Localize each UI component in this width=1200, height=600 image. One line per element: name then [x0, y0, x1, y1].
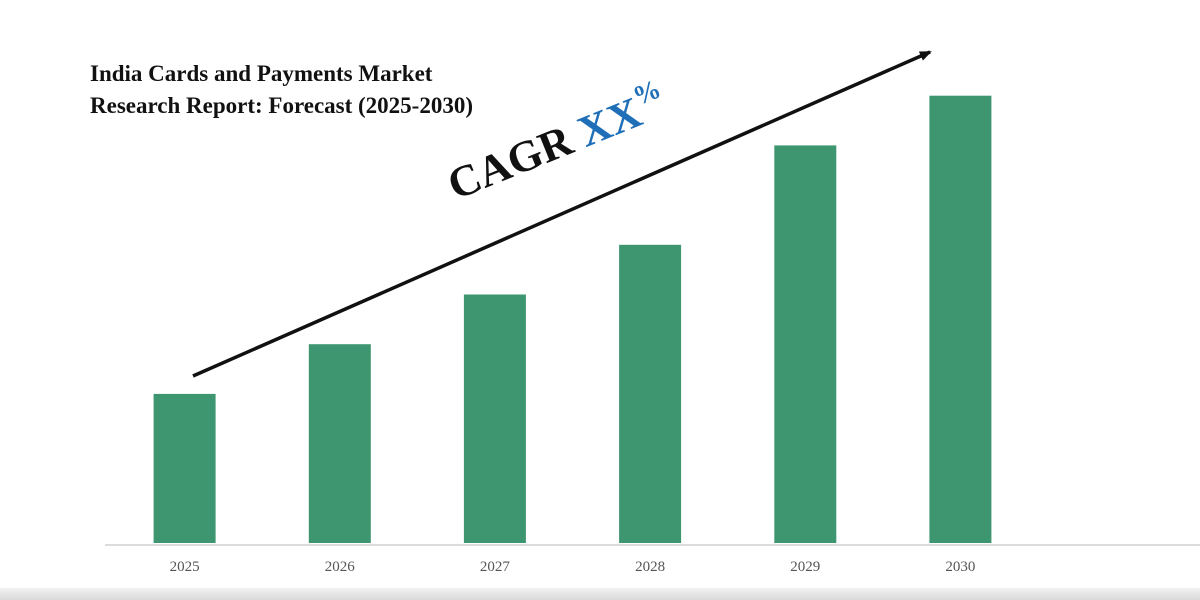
x-tick-label-2029: 2029	[790, 559, 820, 575]
chart-title-line-1: India Cards and Payments Market	[90, 61, 433, 86]
bar-2029	[774, 145, 837, 543]
bar-2025	[153, 393, 216, 543]
bar-2030	[929, 95, 992, 543]
bar-2026	[308, 344, 371, 543]
chart-title: India Cards and Payments Market Research…	[90, 58, 473, 122]
x-tick-label-2026: 2026	[325, 559, 356, 575]
x-tick-label-2028: 2028	[635, 559, 665, 575]
x-tick-label-2025: 2025	[170, 559, 200, 575]
x-tick-label-2030: 2030	[945, 559, 975, 575]
bar-2028	[619, 244, 682, 544]
x-tick-label-2027: 2027	[480, 559, 511, 575]
growth-arrow	[192, 50, 932, 378]
x-tick-labels: 2025 2026 2027 2028 2029 2030	[170, 559, 976, 575]
bars-group	[153, 95, 992, 544]
chart-title-line-2: Research Report: Forecast (2025-2030)	[90, 93, 474, 118]
bar-2027	[463, 294, 526, 543]
bottom-shadow-bar	[0, 588, 1200, 600]
